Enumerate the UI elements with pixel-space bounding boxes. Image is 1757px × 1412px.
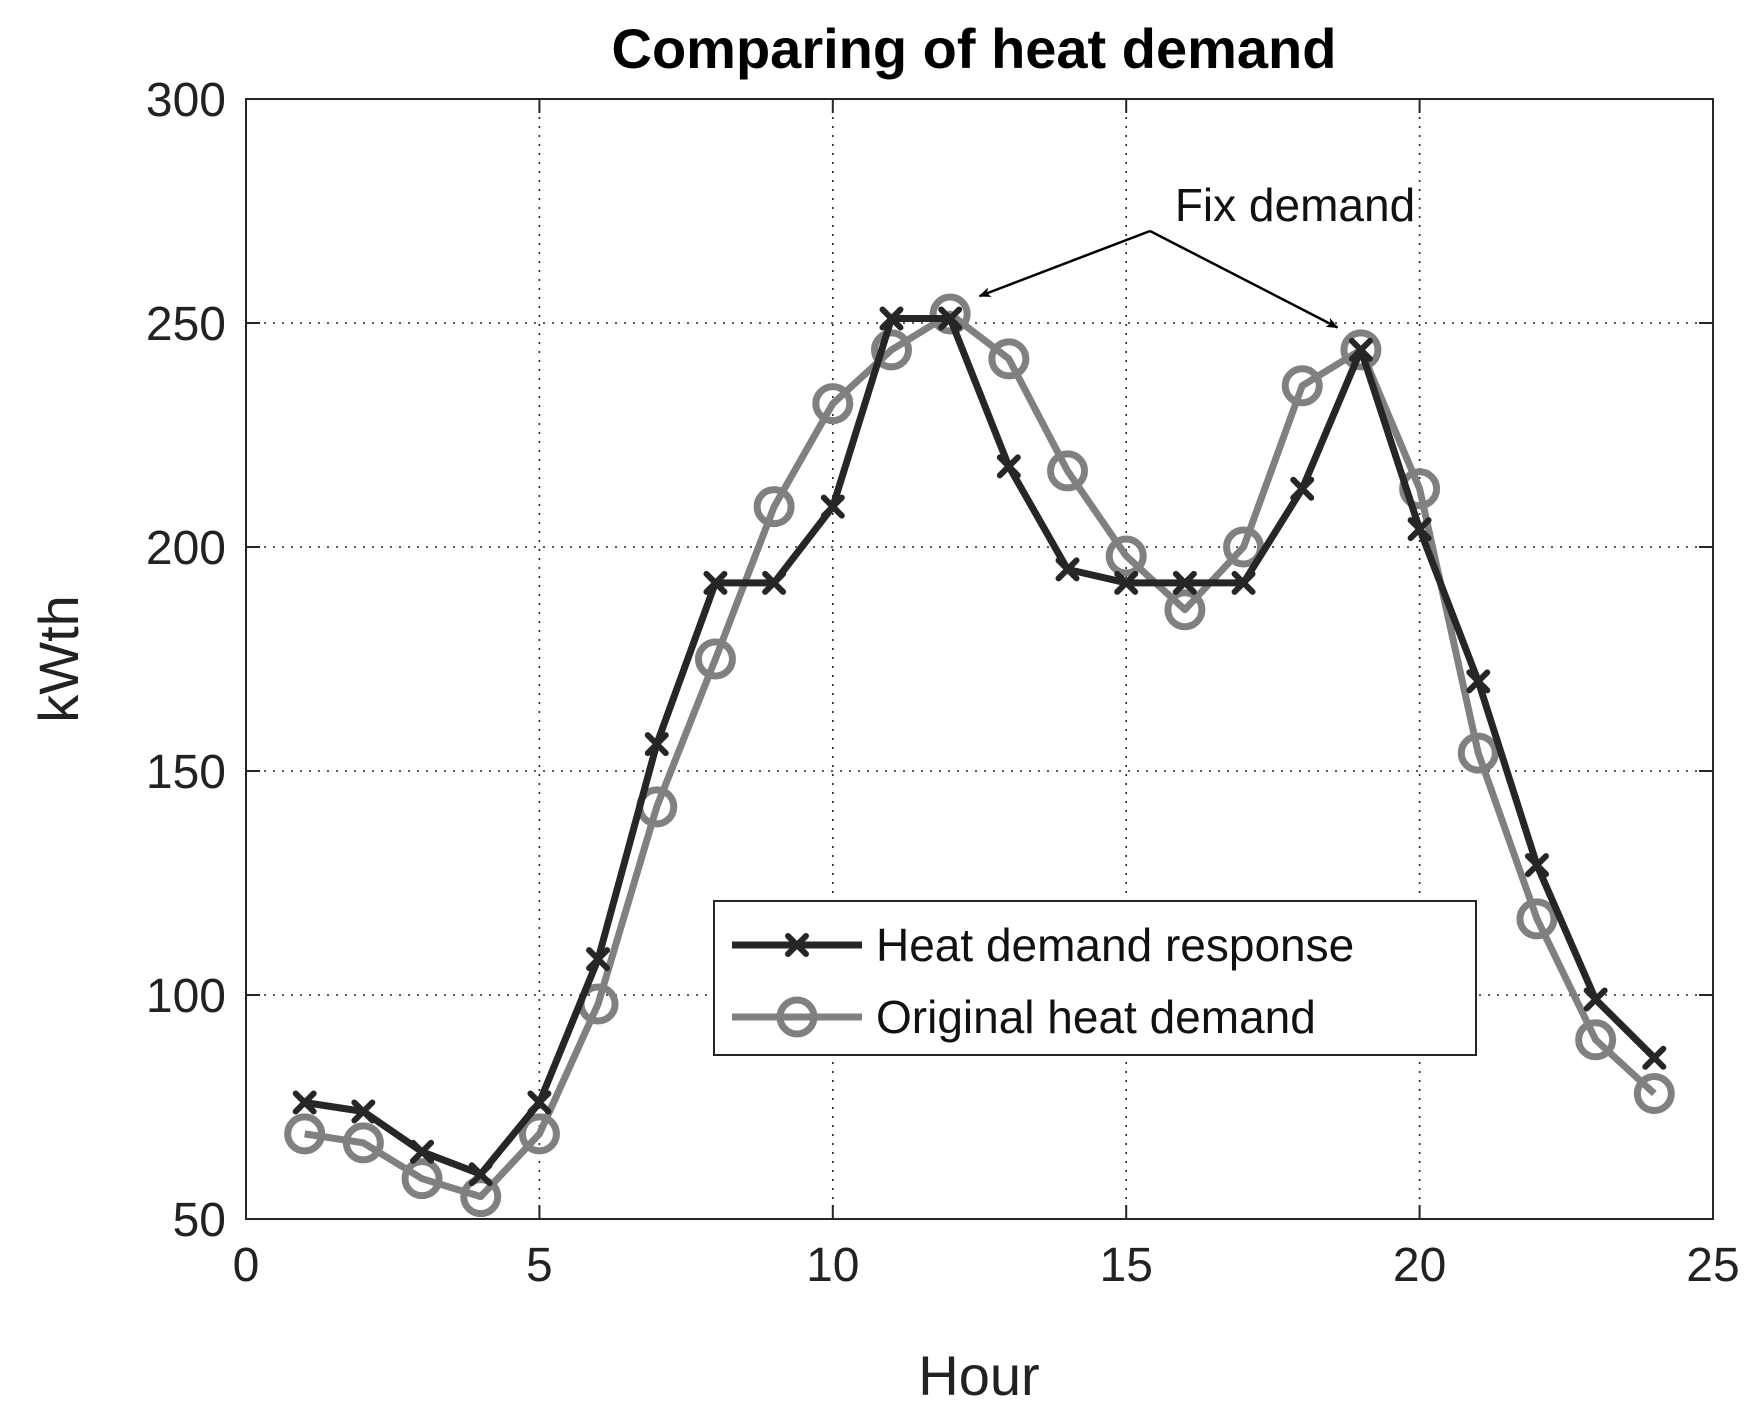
series-line bbox=[304, 315, 1657, 1178]
series-original-heat-demand bbox=[284, 293, 1675, 1218]
data-point bbox=[1055, 557, 1080, 582]
x-tick-labels: 0 5 10 15 20 25 bbox=[233, 1239, 1740, 1292]
data-point bbox=[527, 1090, 552, 1115]
data-point bbox=[988, 338, 1030, 380]
data-point bbox=[1340, 329, 1382, 371]
data-point bbox=[1223, 526, 1265, 568]
annotation-text: Fix demand bbox=[1175, 179, 1415, 231]
data-point bbox=[820, 494, 845, 519]
legend-label: Original heat demand bbox=[876, 991, 1316, 1043]
data-point bbox=[460, 1176, 502, 1218]
chart-title: Comparing of heat demand bbox=[612, 17, 1337, 80]
data-point bbox=[1047, 450, 1089, 492]
data-point bbox=[996, 454, 1021, 479]
data-point bbox=[1583, 987, 1608, 1012]
data-point bbox=[401, 1158, 443, 1200]
data-point bbox=[1399, 468, 1441, 510]
data-point bbox=[351, 1099, 376, 1124]
data-point bbox=[1516, 898, 1558, 940]
y-tick-labels: 50 100 150 200 250 300 bbox=[146, 74, 226, 1247]
data-point bbox=[468, 1162, 493, 1187]
data-point bbox=[879, 306, 904, 331]
series-heat-demand-response bbox=[292, 306, 1667, 1187]
y-tick-label: 150 bbox=[146, 746, 226, 799]
y-tick-label: 50 bbox=[173, 1194, 226, 1247]
data-point bbox=[938, 306, 963, 331]
annotation-arrow bbox=[1149, 229, 1339, 329]
plot-area bbox=[245, 98, 1714, 1220]
data-point bbox=[1281, 365, 1323, 407]
grid bbox=[246, 99, 1713, 1219]
data-point bbox=[762, 570, 787, 595]
data-point bbox=[1633, 1073, 1675, 1115]
data-point bbox=[812, 383, 854, 425]
y-tick-label: 100 bbox=[146, 970, 226, 1023]
data-point bbox=[518, 1113, 560, 1155]
y-tick-label: 300 bbox=[146, 74, 226, 127]
data-point bbox=[1348, 337, 1373, 362]
data-point bbox=[1114, 570, 1139, 595]
data-point bbox=[644, 732, 669, 757]
y-axis-label: kWth bbox=[27, 595, 90, 723]
data-point bbox=[1105, 535, 1147, 577]
data-point bbox=[1524, 853, 1549, 878]
data-point bbox=[1172, 570, 1197, 595]
x-tick-label: 25 bbox=[1686, 1239, 1739, 1292]
legend-item: Original heat demand bbox=[732, 991, 1316, 1043]
data-point bbox=[292, 1090, 317, 1115]
legend-swatch-marker bbox=[785, 933, 809, 957]
x-tick-label: 15 bbox=[1100, 1239, 1153, 1292]
data-point bbox=[342, 1122, 384, 1164]
data-point bbox=[1231, 570, 1256, 595]
legend: Heat demand response Original heat demand bbox=[713, 900, 1477, 1056]
x-tick-label: 0 bbox=[233, 1239, 260, 1292]
data-point bbox=[1642, 1045, 1667, 1070]
legend-label: Heat demand response bbox=[876, 919, 1354, 971]
data-point bbox=[1466, 669, 1491, 694]
data-point bbox=[410, 1139, 435, 1164]
y-tick-label: 200 bbox=[146, 522, 226, 575]
ticks bbox=[245, 98, 1714, 1220]
data-point bbox=[1457, 732, 1499, 774]
legend-box bbox=[713, 900, 1477, 1056]
legend-swatch-marker bbox=[776, 996, 818, 1038]
data-point bbox=[753, 486, 795, 528]
data-point bbox=[284, 1113, 326, 1155]
x-tick-label: 20 bbox=[1393, 1239, 1446, 1292]
data-point bbox=[1407, 517, 1432, 542]
data-point bbox=[1575, 1019, 1617, 1061]
annotation: Fix demand bbox=[978, 179, 1415, 329]
legend-item: Heat demand response bbox=[732, 919, 1354, 971]
x-tick-label: 5 bbox=[526, 1239, 553, 1292]
data-point bbox=[703, 570, 728, 595]
data-point bbox=[929, 293, 971, 335]
x-axis-label: Hour bbox=[918, 1344, 1039, 1407]
series-layer bbox=[284, 293, 1675, 1218]
data-point bbox=[694, 638, 736, 680]
series-line bbox=[304, 310, 1657, 1201]
annotation-arrow bbox=[978, 229, 1151, 298]
data-point bbox=[586, 947, 611, 972]
data-point bbox=[1164, 589, 1206, 631]
y-tick-label: 250 bbox=[146, 298, 226, 351]
data-point bbox=[870, 329, 912, 371]
x-tick-label: 10 bbox=[806, 1239, 859, 1292]
data-point bbox=[1290, 476, 1315, 501]
